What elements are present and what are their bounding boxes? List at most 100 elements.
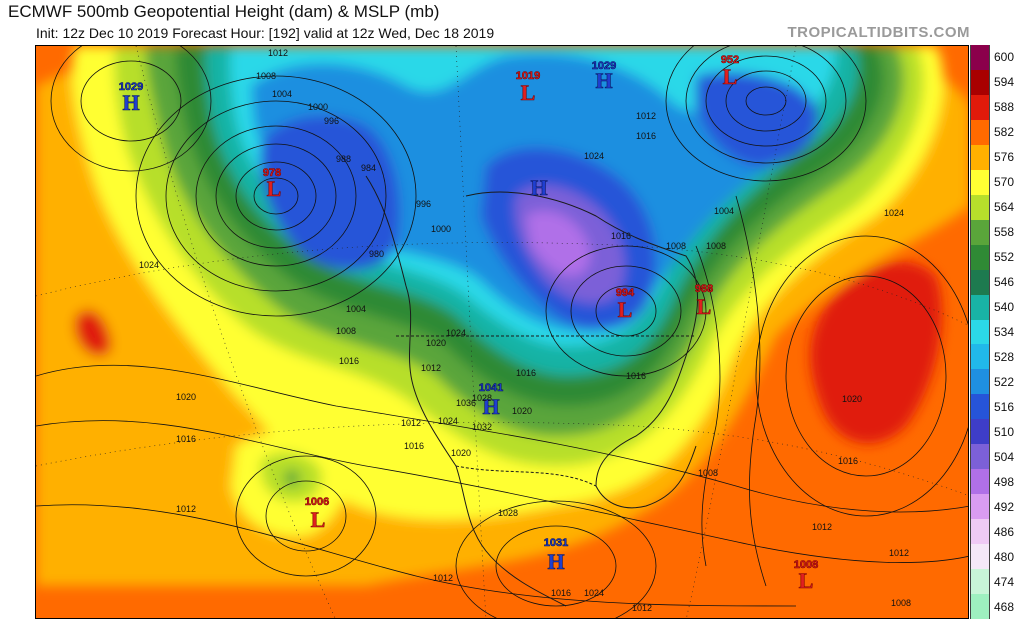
isobar-label: 1000: [308, 102, 328, 112]
colorbar-swatch: [970, 294, 990, 321]
isobar-label: 1016: [176, 434, 196, 444]
system-letter: L: [697, 294, 712, 319]
colorbar-label: 552: [994, 250, 1015, 265]
system-letter: L: [267, 176, 282, 201]
system-high-hudson[interactable]: H: [530, 175, 548, 201]
system-letter: L: [311, 507, 326, 532]
isobar-label: 996: [416, 199, 431, 209]
system-letter: H: [122, 90, 139, 115]
system-high-mexico[interactable]: 1031 H: [543, 537, 568, 575]
system-value: 1041: [479, 382, 503, 394]
isobar-label: 1020: [512, 406, 532, 416]
isobar-label: 980: [369, 249, 384, 259]
isobar-labels: 1012 1008 1004 1000 996 988 984 980 1024…: [139, 48, 911, 613]
isobar-label: 1016: [516, 368, 536, 378]
isobar-label: 1024: [438, 416, 458, 426]
system-low-maritimes[interactable]: 988 L: [695, 283, 714, 320]
system-high-rockies[interactable]: 1041 H: [478, 382, 503, 420]
isobar-label: 1016: [339, 356, 359, 366]
isobar-label: 1012: [636, 111, 656, 121]
colorbar-label: 468: [994, 599, 1015, 614]
system-value: 1031: [544, 537, 568, 549]
isobar-label: 1008: [891, 598, 911, 608]
isobar-label: 1016: [636, 131, 656, 141]
system-letter: H: [547, 549, 564, 574]
colorbar-swatch: [970, 469, 990, 495]
system-low-gulf-alaska[interactable]: 978 L: [263, 167, 282, 202]
isobar-label: 1004: [714, 206, 734, 216]
system-value: 988: [695, 283, 713, 295]
isobar-label: 996: [324, 116, 339, 126]
isobar-label: 1016: [551, 588, 571, 598]
system-low-iceland[interactable]: 952 L: [721, 54, 740, 90]
height-field: [36, 46, 968, 586]
isobar-label: 1012: [268, 48, 288, 58]
colorbar-label: 534: [994, 325, 1015, 339]
isobar-label: 1012: [176, 504, 196, 514]
colorbar-swatch: [970, 119, 990, 146]
isobar-label: 1024: [139, 260, 159, 270]
system-high-greenland[interactable]: 1029 H: [591, 60, 616, 94]
colorbar-swatch: [970, 319, 990, 345]
colorbar-swatch: [970, 494, 990, 520]
system-letter: H: [530, 175, 547, 200]
colorbar-swatch: [970, 594, 990, 620]
colorbar-swatch: [970, 94, 990, 121]
forecast-subtitle: Init: 12z Dec 10 2019 Forecast Hour: [19…: [36, 25, 495, 41]
weather-map: 1029 H 978 L 1019 L 1029 H 952 L H: [35, 45, 969, 619]
isobar-label: 1008: [256, 71, 276, 81]
colorbar-label: 492: [994, 499, 1015, 514]
colorbar-label: 588: [994, 100, 1015, 115]
colorbar-swatch: [970, 244, 990, 271]
system-low-great-lakes[interactable]: 994 L: [616, 287, 636, 323]
isobar-label: 988: [336, 154, 351, 164]
isobar-lines: [36, 46, 968, 618]
chart-title: ECMWF 500mb Geopotential Height (dam) & …: [8, 2, 440, 21]
colorbar-swatch: [970, 344, 990, 370]
system-value: 1019: [516, 70, 540, 82]
system-low-caribbean[interactable]: 1008 L: [793, 559, 818, 594]
colorbar-swatch: [970, 544, 990, 570]
colorbar-swatch: [970, 69, 990, 96]
coastlines: [365, 175, 698, 607]
system-value: 952: [721, 54, 739, 66]
colorbar-label: 486: [994, 524, 1015, 539]
system-letter: L: [618, 297, 633, 322]
colorbar-label: 570: [994, 175, 1015, 190]
system-high-pacific-north[interactable]: 1029 H: [118, 81, 143, 116]
system-value: 978: [263, 167, 281, 179]
colorbar-label: 510: [994, 424, 1015, 439]
colorbar-label: 600: [994, 50, 1015, 65]
isobar-label: 1008: [698, 468, 718, 478]
isobar-label: 1012: [632, 603, 652, 613]
colorbar-swatch: [970, 219, 990, 246]
isobar-label: 1008: [706, 241, 726, 251]
graticule: [36, 46, 968, 618]
colorbar-label: 474: [994, 574, 1015, 589]
isobar-label: 1024: [584, 151, 604, 161]
isobar-label: 1032: [472, 422, 492, 432]
isobar-label: 1020: [842, 394, 862, 404]
system-value: 1029: [592, 60, 616, 72]
brand-logo-text[interactable]: TROPICALTIDBITS.COM: [787, 24, 970, 41]
colorbar-swatch: [970, 519, 990, 545]
colorbar-swatch: [970, 45, 990, 71]
colorbar-swatch: [970, 169, 990, 196]
isobar-label: 1016: [626, 371, 646, 381]
system-value: 994: [616, 287, 635, 299]
isobar-label: 1008: [336, 326, 356, 336]
colorbar-label: 516: [994, 399, 1015, 414]
isobar-label: 1012: [401, 418, 421, 428]
system-letter: H: [595, 68, 612, 93]
isobar-label: 1028: [498, 508, 518, 518]
map-canvas: 1029 H 978 L 1019 L 1029 H 952 L H: [36, 46, 968, 618]
isobar-label: 1004: [272, 89, 292, 99]
colorbar-label: 582: [994, 125, 1015, 140]
pressure-systems: 1029 H 978 L 1019 L 1029 H 952 L H: [118, 54, 818, 594]
system-low-arctic[interactable]: 1019 L: [515, 70, 540, 106]
isobar-label: 1012: [433, 573, 453, 583]
colorbar-label: 522: [994, 374, 1015, 389]
colorbar-label: 576: [994, 150, 1015, 165]
system-low-pacific-south[interactable]: 1006 L: [304, 496, 329, 533]
isobar-label: 1012: [812, 522, 832, 532]
